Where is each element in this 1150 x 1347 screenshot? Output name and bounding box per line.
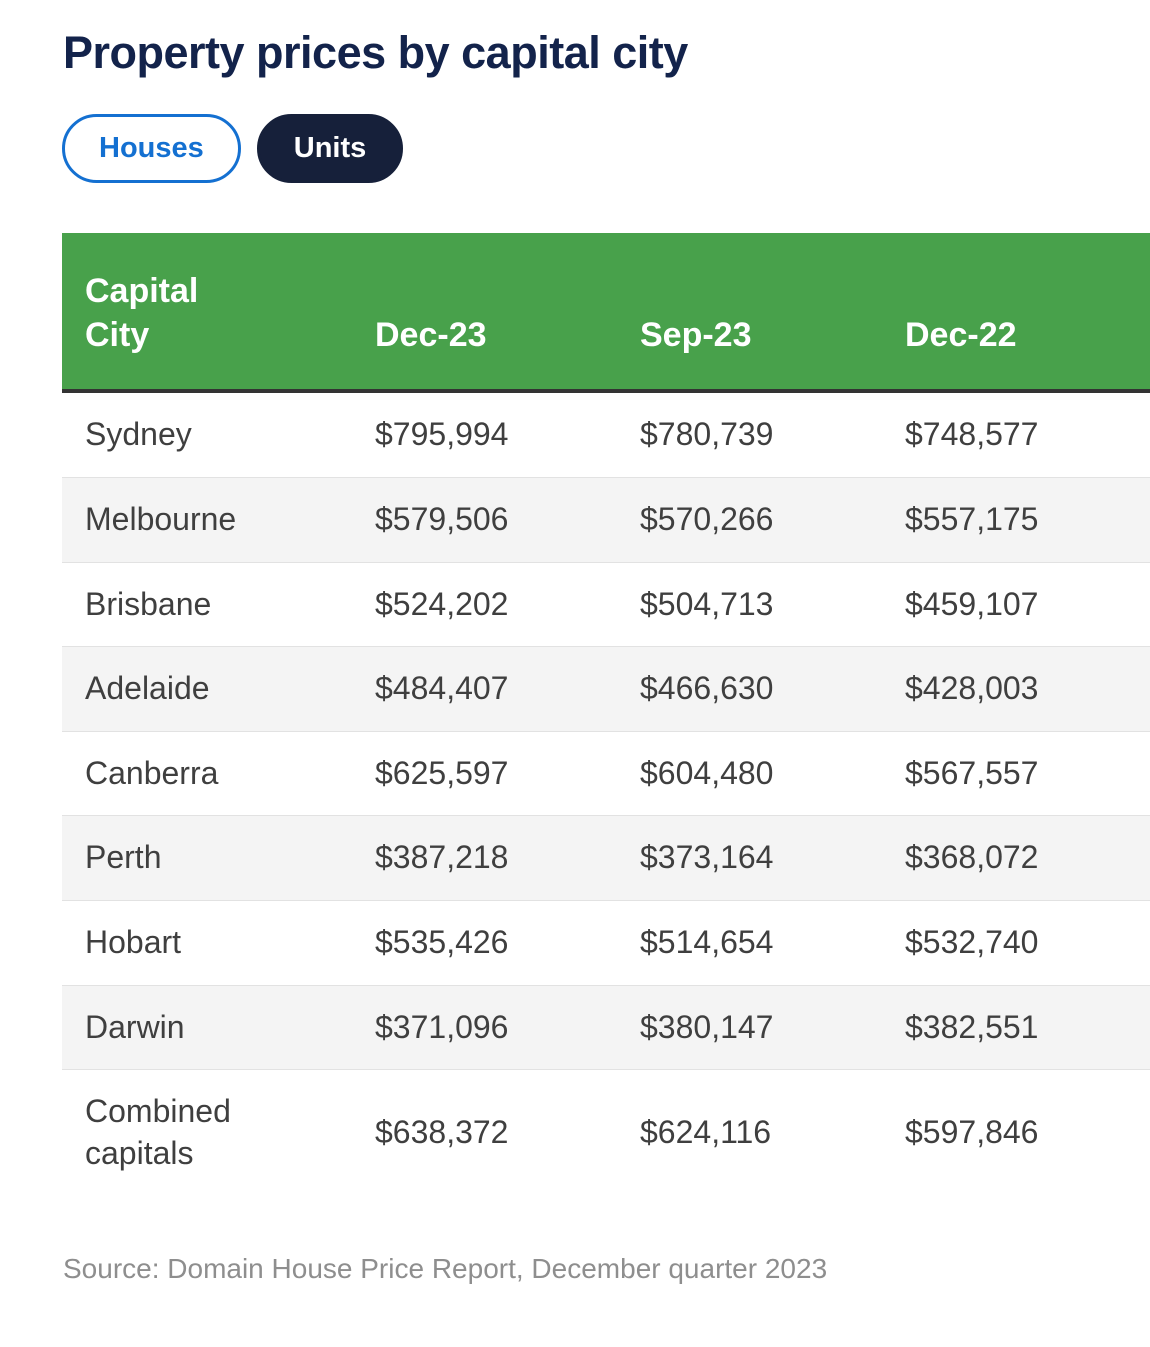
price-value: $371,096	[375, 1008, 509, 1045]
price-cell: $748,577	[905, 391, 1150, 477]
city-label: Canberra	[85, 754, 219, 791]
city-label: Combined capitals	[85, 1093, 231, 1171]
table-body: Sydney $795,994 $780,739 $748,577 Melbourne $…	[62, 391, 1150, 1196]
price-cell: $368,072	[905, 815, 1150, 901]
price-value: $795,994	[375, 416, 509, 453]
price-value: $625,597	[375, 754, 509, 791]
price-value: $570,266	[640, 500, 774, 537]
price-cell: $382,551	[905, 984, 1150, 1070]
units-toggle-button[interactable]: Units	[256, 114, 404, 183]
price-value: $368,072	[905, 839, 1039, 876]
column-header-dec-22: Dec-22	[905, 233, 1150, 394]
price-value: $780,739	[640, 416, 774, 453]
price-cell: $459,107	[905, 561, 1150, 647]
city-label: Perth	[85, 839, 162, 876]
houses-toggle-button[interactable]: Houses	[62, 114, 241, 183]
table-row: Perth $387,218 $373,164 $368,072	[62, 815, 1150, 901]
price-cell: $604,480	[640, 730, 905, 816]
column-header-dec-23: Dec-23	[375, 233, 640, 394]
table-row: Canberra $625,597 $604,480 $567,557	[62, 730, 1150, 816]
price-value: $373,164	[640, 839, 774, 876]
page-title: Property prices by capital city	[63, 27, 688, 78]
price-cell: $597,846	[905, 1069, 1150, 1196]
price-cell: $557,175	[905, 476, 1150, 563]
price-value: $748,577	[905, 416, 1039, 453]
column-header-label: Capital City	[85, 272, 199, 355]
price-value: $604,480	[640, 754, 774, 791]
city-cell: Melbourne	[62, 476, 375, 563]
city-cell: Perth	[62, 815, 375, 901]
city-cell: Adelaide	[62, 646, 375, 732]
price-value: $466,630	[640, 670, 774, 707]
price-value: $567,557	[905, 754, 1039, 791]
city-label: Darwin	[85, 1008, 185, 1045]
price-value: $524,202	[375, 585, 509, 622]
price-value: $579,506	[375, 500, 509, 537]
column-header-sep-23: Sep-23	[640, 233, 905, 394]
price-cell: $514,654	[640, 899, 905, 986]
column-header-capital-city: Capital City	[62, 233, 375, 394]
city-cell: Sydney	[62, 391, 375, 477]
price-value: $638,372	[375, 1113, 509, 1150]
city-cell: Hobart	[62, 899, 375, 986]
price-cell: $567,557	[905, 730, 1150, 816]
price-cell: $638,372	[375, 1069, 640, 1196]
table-row: Sydney $795,994 $780,739 $748,577	[62, 391, 1150, 477]
table-header-row: Capital City Dec-23 Sep-23 Dec-22	[62, 233, 1150, 394]
table-row: Darwin $371,096 $380,147 $382,551	[62, 984, 1150, 1070]
price-cell: $466,630	[640, 646, 905, 732]
table-row: Adelaide $484,407 $466,630 $428,003	[62, 646, 1150, 732]
price-cell: $535,426	[375, 899, 640, 986]
price-cell: $795,994	[375, 391, 640, 477]
city-cell: Canberra	[62, 730, 375, 816]
price-value: $535,426	[375, 923, 509, 960]
column-header-label: Dec-22	[905, 316, 1017, 355]
price-value: $428,003	[905, 670, 1039, 707]
city-cell: Brisbane	[62, 561, 375, 647]
city-label: Brisbane	[85, 585, 212, 622]
price-value: $387,218	[375, 839, 509, 876]
price-cell: $532,740	[905, 899, 1150, 986]
city-label: Adelaide	[85, 670, 210, 707]
page-container: Property prices by capital city Houses U…	[62, 27, 1150, 1285]
price-cell: $579,506	[375, 476, 640, 563]
price-value: $624,116	[640, 1113, 772, 1150]
price-cell: $625,597	[375, 730, 640, 816]
city-label: Melbourne	[85, 500, 237, 537]
price-cell: $524,202	[375, 561, 640, 647]
property-price-table: Capital City Dec-23 Sep-23 Dec-22 Sydney…	[62, 233, 1150, 1196]
price-cell: $570,266	[640, 476, 905, 563]
city-label: Hobart	[85, 923, 182, 960]
price-value: $532,740	[905, 923, 1039, 960]
price-cell: $371,096	[375, 984, 640, 1070]
column-header-label: Sep-23	[640, 316, 752, 355]
price-value: $382,551	[905, 1008, 1039, 1045]
price-cell: $387,218	[375, 815, 640, 901]
price-value: $514,654	[640, 923, 774, 960]
table-header: Capital City Dec-23 Sep-23 Dec-22	[62, 233, 1150, 394]
city-label: Sydney	[85, 416, 192, 453]
table-row: Combined capitals $638,372 $624,116 $597,84…	[62, 1069, 1150, 1196]
price-value: $484,407	[375, 670, 509, 707]
table-row: Hobart $535,426 $514,654 $532,740	[62, 899, 1150, 986]
table-row: Brisbane $524,202 $504,713 $459,107	[62, 561, 1150, 647]
price-cell: $428,003	[905, 646, 1150, 732]
price-cell: $624,116	[640, 1069, 905, 1196]
source-note: Source: Domain House Price Report, Decem…	[63, 1253, 828, 1285]
city-cell: Darwin	[62, 984, 375, 1070]
column-header-label: Dec-23	[375, 316, 487, 355]
price-cell: $484,407	[375, 646, 640, 732]
price-cell: $373,164	[640, 815, 905, 901]
price-cell: $780,739	[640, 391, 905, 477]
price-value: $380,147	[640, 1008, 774, 1045]
city-cell: Combined capitals	[62, 1069, 375, 1196]
table-row: Melbourne $579,506 $570,266 $557,175	[62, 476, 1150, 563]
price-value: $597,846	[905, 1113, 1039, 1150]
price-value: $504,713	[640, 585, 774, 622]
price-value: $459,107	[905, 585, 1039, 622]
price-cell: $504,713	[640, 561, 905, 647]
price-cell: $380,147	[640, 984, 905, 1070]
property-type-toggle: Houses Units	[62, 114, 1150, 183]
price-value: $557,175	[905, 500, 1039, 537]
